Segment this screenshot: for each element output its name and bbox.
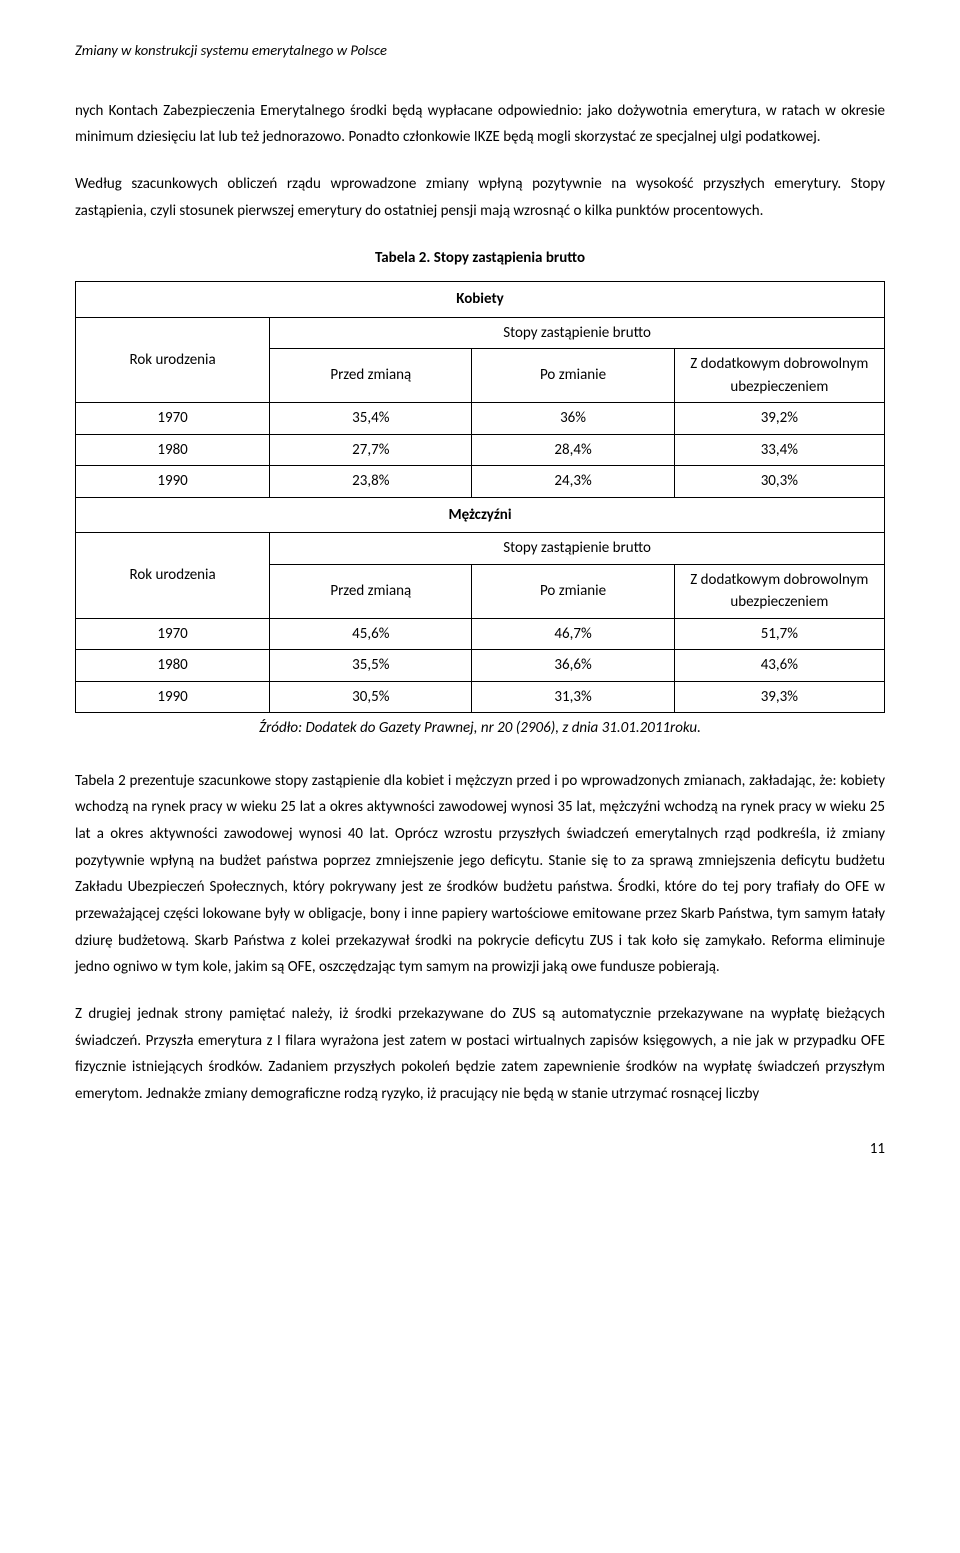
table-row: 1990 30,5% 31,3% 39,3%	[76, 681, 885, 713]
cell-year: 1970	[76, 403, 270, 435]
cell-extra: 39,2%	[674, 403, 884, 435]
cell-year: 1980	[76, 650, 270, 682]
page-number: 11	[75, 1138, 885, 1161]
table-row: 1980 35,5% 36,6% 43,6%	[76, 650, 885, 682]
rowhead-year: Rok urodzenia	[76, 317, 270, 403]
table-row: 1980 27,7% 28,4% 33,4%	[76, 434, 885, 466]
cell-before: 30,5%	[270, 681, 472, 713]
cell-before: 27,7%	[270, 434, 472, 466]
cell-after: 24,3%	[472, 466, 674, 498]
cell-extra: 43,6%	[674, 650, 884, 682]
table-section-women: Kobiety	[76, 282, 885, 318]
col-before: Przed zmianą	[270, 349, 472, 403]
paragraph-4: Z drugiej jednak strony pamiętać należy,…	[75, 1001, 885, 1108]
cell-before: 35,5%	[270, 650, 472, 682]
table-row: 1970 45,6% 46,7% 51,7%	[76, 618, 885, 650]
running-header: Zmiany w konstrukcji systemu emerytalneg…	[75, 40, 885, 62]
replacement-rates-table: Kobiety Rok urodzenia Stopy zastąpienie …	[75, 281, 885, 713]
table-header-row: Rok urodzenia Stopy zastąpienie brutto	[76, 533, 885, 565]
cell-year: 1990	[76, 681, 270, 713]
section-header-men: Mężczyźni	[76, 497, 885, 533]
table-source: Źródło: Dodatek do Gazety Prawnej, nr 20…	[75, 717, 885, 740]
cell-after: 31,3%	[472, 681, 674, 713]
cell-before: 23,8%	[270, 466, 472, 498]
col-after: Po zmianie	[472, 564, 674, 618]
cell-after: 46,7%	[472, 618, 674, 650]
superheader-rates: Stopy zastąpienie brutto	[270, 317, 885, 349]
cell-before: 35,4%	[270, 403, 472, 435]
table-row: 1990 23,8% 24,3% 30,3%	[76, 466, 885, 498]
cell-year: 1980	[76, 434, 270, 466]
cell-year: 1970	[76, 618, 270, 650]
paragraph-1: nych Kontach Zabezpieczenia Emerytalnego…	[75, 98, 885, 151]
col-before: Przed zmianą	[270, 564, 472, 618]
paragraph-3: Tabela 2 prezentuje szacunkowe stopy zas…	[75, 768, 885, 982]
cell-after: 28,4%	[472, 434, 674, 466]
rowhead-year: Rok urodzenia	[76, 533, 270, 619]
table-section-men: Mężczyźni	[76, 497, 885, 533]
cell-extra: 33,4%	[674, 434, 884, 466]
cell-before: 45,6%	[270, 618, 472, 650]
col-extra: Z dodatkowym dobrowolnym ubezpieczeniem	[674, 349, 884, 403]
superheader-rates: Stopy zastąpienie brutto	[270, 533, 885, 565]
cell-after: 36%	[472, 403, 674, 435]
section-header-women: Kobiety	[76, 282, 885, 318]
cell-extra: 51,7%	[674, 618, 884, 650]
table-row: 1970 35,4% 36% 39,2%	[76, 403, 885, 435]
paragraph-2: Według szacunkowych obliczeń rządu wprow…	[75, 171, 885, 224]
cell-after: 36,6%	[472, 650, 674, 682]
table-header-row: Rok urodzenia Stopy zastąpienie brutto	[76, 317, 885, 349]
cell-extra: 30,3%	[674, 466, 884, 498]
col-extra: Z dodatkowym dobrowolnym ubezpieczeniem	[674, 564, 884, 618]
cell-year: 1990	[76, 466, 270, 498]
col-after: Po zmianie	[472, 349, 674, 403]
table-title: Tabela 2. Stopy zastąpienia brutto	[75, 247, 885, 270]
cell-extra: 39,3%	[674, 681, 884, 713]
